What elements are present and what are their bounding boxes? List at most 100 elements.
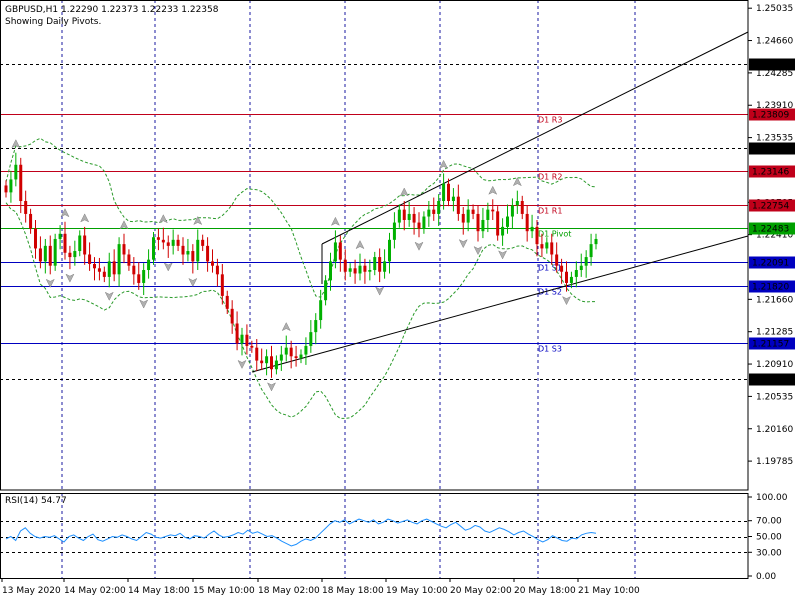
lower-band bbox=[5, 202, 596, 419]
candle-body bbox=[466, 209, 470, 223]
candles bbox=[4, 152, 598, 378]
candle-body bbox=[319, 300, 323, 321]
time-label: 18 May 18:00 bbox=[322, 586, 384, 596]
candle-body bbox=[584, 257, 588, 266]
candle-body bbox=[481, 219, 485, 232]
fractal-up-arrow bbox=[512, 177, 522, 187]
price-box-label-r3: 1.23809 bbox=[752, 111, 789, 121]
time-label: 19 May 10:00 bbox=[386, 586, 448, 596]
candle-body bbox=[147, 259, 151, 271]
candle-body bbox=[461, 213, 465, 223]
price-box-label-s1: 1.22091 bbox=[752, 259, 789, 269]
bollinger-bands bbox=[5, 137, 597, 419]
price-box-r2 bbox=[749, 165, 795, 178]
candle-body bbox=[270, 356, 273, 370]
candle-body bbox=[574, 270, 578, 277]
rsi-tick-label: 70.00 bbox=[756, 517, 782, 527]
trend-lines bbox=[251, 31, 749, 373]
candle-body bbox=[53, 238, 57, 266]
price-tick-label: 1.22410 bbox=[756, 231, 793, 241]
price-box-label-s3: 1.21157 bbox=[752, 340, 789, 350]
fractal-down-arrow bbox=[237, 359, 247, 369]
candle-body bbox=[324, 280, 328, 301]
candle-body bbox=[338, 242, 342, 260]
candle-body bbox=[152, 237, 155, 260]
time-label: 20 May 18:00 bbox=[514, 586, 576, 596]
fractal-up-arrow bbox=[80, 213, 90, 223]
candle-body bbox=[274, 360, 278, 370]
price-box-h1 bbox=[749, 58, 795, 71]
main-frame bbox=[0, 0, 749, 491]
candle-body bbox=[132, 265, 136, 275]
candle-body bbox=[14, 164, 18, 180]
level-tag-s3: D1 S3 bbox=[538, 345, 562, 354]
candle-body bbox=[496, 211, 500, 236]
candle-body bbox=[333, 242, 337, 262]
level-tag-r2: D1 R2 bbox=[538, 173, 562, 182]
level-tag-pv: D1 Pivot bbox=[538, 230, 571, 239]
candle-body bbox=[102, 271, 106, 277]
fractal-down-arrow bbox=[458, 239, 468, 249]
time-label: 18 May 02:00 bbox=[258, 586, 320, 596]
candle-body bbox=[161, 239, 165, 243]
fractal-down-arrow bbox=[188, 277, 198, 288]
candle-body bbox=[230, 308, 234, 324]
candle-body bbox=[196, 239, 200, 262]
candle-body bbox=[142, 270, 146, 283]
price-box-h3 bbox=[749, 373, 795, 386]
price-box-s2 bbox=[749, 280, 795, 293]
candle-body bbox=[535, 226, 539, 245]
candle-body bbox=[117, 244, 121, 275]
candle-body bbox=[427, 209, 431, 217]
candle-body bbox=[235, 323, 239, 344]
candle-body bbox=[491, 209, 495, 212]
candle-body bbox=[358, 265, 362, 274]
candle-body bbox=[412, 213, 416, 223]
time-label: 20 May 02:00 bbox=[450, 586, 512, 596]
price-box-label-r2: 1.23146 bbox=[752, 168, 789, 178]
candle-body bbox=[373, 257, 377, 271]
fractal-down-arrow bbox=[266, 382, 277, 392]
candle-body bbox=[388, 239, 391, 262]
candle-body bbox=[78, 235, 82, 252]
fractal-up-arrow bbox=[158, 214, 168, 224]
candle-body bbox=[368, 270, 372, 272]
candle-body bbox=[4, 185, 8, 193]
rsi-tick-label: 30.00 bbox=[756, 548, 782, 558]
candle-body bbox=[304, 345, 308, 355]
fractal-down-arrow bbox=[498, 250, 508, 260]
candle-body bbox=[201, 239, 205, 246]
fractal-down-arrow bbox=[139, 299, 149, 309]
fractal-up-arrow bbox=[11, 139, 21, 149]
pivot-note: Showing Daily Pivots. bbox=[5, 17, 101, 27]
time-label: 21 May 10:00 bbox=[578, 586, 640, 596]
level-tag-r1: D1 R1 bbox=[538, 207, 562, 216]
candle-body bbox=[299, 354, 303, 359]
candle-body bbox=[348, 268, 352, 272]
candle-body bbox=[186, 251, 190, 255]
fractal-down-arrow bbox=[45, 278, 55, 288]
candle-body bbox=[432, 209, 436, 214]
candle-body bbox=[442, 183, 446, 202]
candle-body bbox=[417, 222, 421, 229]
candle-body bbox=[289, 347, 293, 357]
candle-body bbox=[392, 222, 396, 240]
candle-body bbox=[127, 254, 131, 266]
candle-body bbox=[83, 235, 87, 255]
fractal-up-arrow bbox=[281, 322, 291, 332]
candle-body bbox=[137, 274, 141, 283]
candle-body bbox=[565, 271, 568, 283]
rsi-label: RSI(14) 54.77 bbox=[5, 496, 67, 506]
fractal-up-arrow bbox=[439, 159, 449, 169]
price-tick-label: 1.20160 bbox=[756, 425, 793, 435]
price-tick-label: 1.20910 bbox=[756, 360, 793, 370]
candle-body bbox=[260, 360, 264, 364]
fractal-up-arrow bbox=[330, 216, 340, 226]
level-tag-s1: D1 S1 bbox=[538, 264, 562, 273]
fractal-down-arrow bbox=[65, 273, 75, 283]
candle-body bbox=[215, 265, 219, 275]
candle-body bbox=[171, 239, 175, 246]
candle-body bbox=[569, 276, 573, 283]
